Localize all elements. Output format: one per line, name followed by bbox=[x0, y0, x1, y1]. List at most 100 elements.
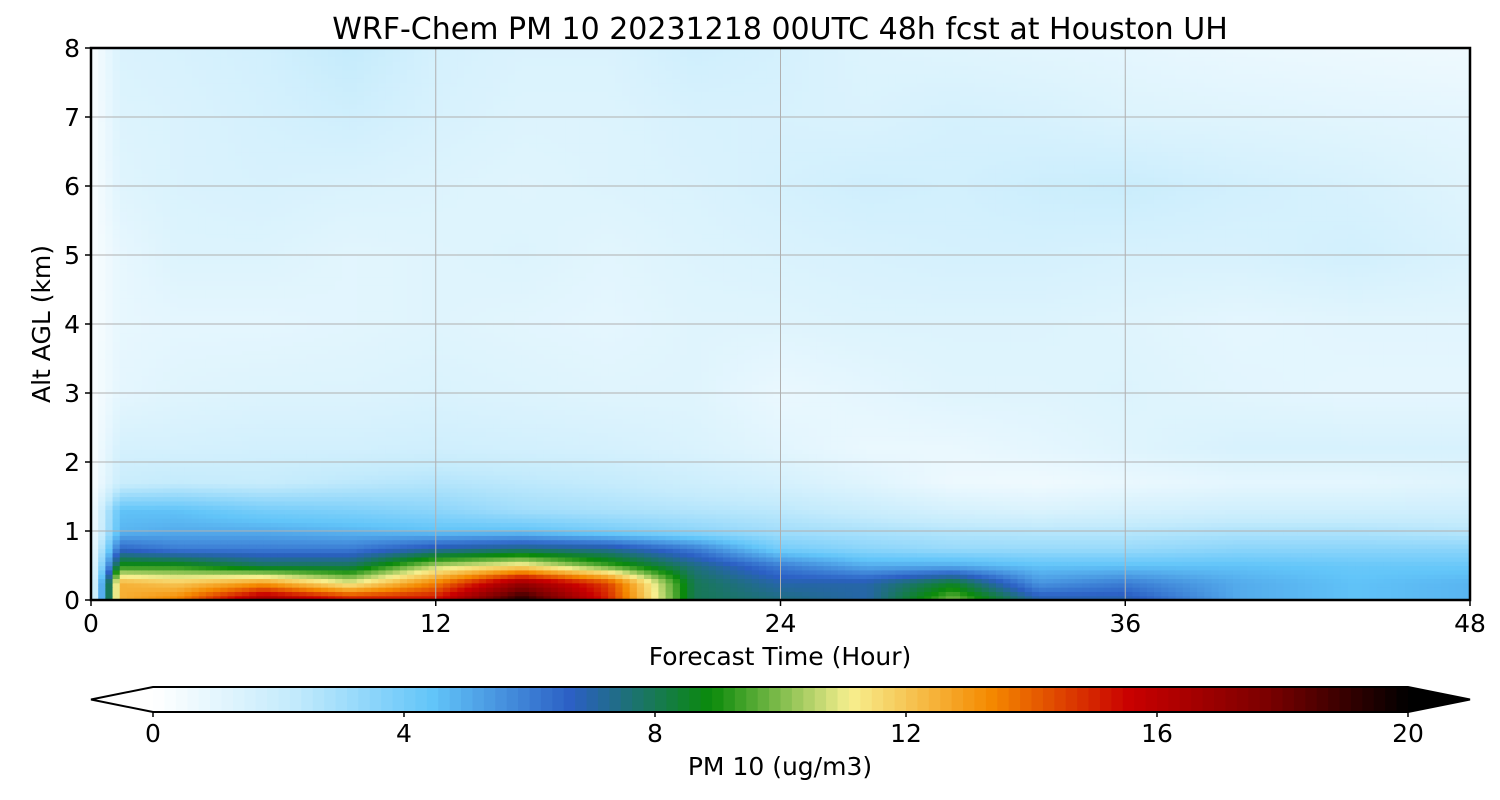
field-cell bbox=[1060, 556, 1069, 562]
field-cell bbox=[1326, 543, 1335, 549]
field-cell bbox=[134, 492, 142, 498]
field-cell bbox=[1247, 556, 1256, 562]
field-cell bbox=[1060, 569, 1069, 575]
field-cell bbox=[1254, 565, 1263, 571]
field-cell bbox=[249, 513, 257, 519]
field-cell bbox=[766, 526, 774, 532]
field-cell bbox=[414, 509, 422, 515]
field-cell bbox=[909, 522, 918, 528]
field-cell bbox=[536, 569, 545, 575]
field-cell bbox=[1010, 505, 1019, 511]
field-cell bbox=[105, 543, 114, 549]
field-cell bbox=[565, 496, 573, 502]
field-cell bbox=[442, 565, 451, 571]
field-cell bbox=[1204, 487, 1213, 493]
field-cell bbox=[399, 513, 408, 519]
field-cell bbox=[1132, 574, 1141, 580]
field-cell bbox=[1268, 578, 1277, 584]
field-cell bbox=[1089, 574, 1098, 580]
field-cell bbox=[701, 565, 710, 571]
field-cell bbox=[924, 574, 932, 580]
field-cell bbox=[579, 509, 588, 515]
field-cell bbox=[658, 591, 667, 597]
field-cell bbox=[112, 543, 121, 549]
field-cell bbox=[1419, 509, 1428, 515]
field-cell bbox=[227, 492, 236, 498]
field-cell bbox=[414, 565, 422, 571]
field-cell bbox=[356, 539, 365, 545]
field-cell bbox=[356, 518, 365, 523]
field-cell bbox=[830, 548, 839, 554]
field-cell bbox=[780, 531, 789, 536]
field-cell bbox=[988, 591, 997, 597]
field-cell bbox=[1333, 518, 1342, 523]
field-cell bbox=[1347, 543, 1356, 549]
field-cell bbox=[730, 500, 738, 506]
field-cell bbox=[823, 552, 832, 558]
field-cell bbox=[112, 513, 121, 519]
field-cell bbox=[837, 513, 846, 519]
field-cell bbox=[766, 535, 774, 541]
field-cell bbox=[1211, 582, 1220, 588]
field-cell bbox=[91, 582, 99, 588]
field-cell bbox=[1297, 569, 1306, 575]
field-cell bbox=[593, 582, 602, 588]
field-cell bbox=[155, 513, 164, 519]
field-cell bbox=[435, 552, 444, 558]
field-cell bbox=[758, 509, 767, 515]
field-cell bbox=[866, 496, 875, 502]
field-cell bbox=[1383, 556, 1392, 562]
field-cell bbox=[284, 496, 293, 502]
field-cell bbox=[378, 543, 387, 549]
field-cell bbox=[737, 574, 746, 580]
field-cell bbox=[1383, 496, 1392, 502]
field-cell bbox=[550, 552, 559, 558]
field-cell bbox=[608, 513, 616, 519]
field-cell bbox=[1276, 496, 1284, 502]
field-cell bbox=[1398, 513, 1406, 519]
field-cell bbox=[967, 505, 976, 511]
field-cell bbox=[608, 569, 616, 575]
field-cell bbox=[1168, 535, 1177, 541]
field-cell bbox=[105, 548, 114, 554]
field-cell bbox=[349, 569, 358, 575]
field-cell bbox=[227, 518, 236, 523]
field-cell bbox=[249, 595, 257, 601]
field-cell bbox=[270, 595, 279, 601]
field-cell bbox=[873, 582, 882, 588]
field-cell bbox=[1398, 509, 1406, 515]
field-cell bbox=[924, 500, 932, 506]
field-cell bbox=[830, 500, 839, 506]
field-cell bbox=[823, 487, 832, 493]
field-cell bbox=[629, 587, 638, 592]
field-cell bbox=[1362, 578, 1371, 584]
field-cell bbox=[1412, 496, 1421, 502]
field-cell bbox=[486, 543, 494, 549]
field-cell bbox=[249, 487, 257, 493]
field-cell bbox=[241, 500, 250, 506]
field-cell bbox=[428, 500, 437, 506]
field-cell bbox=[1455, 535, 1464, 541]
field-cell bbox=[1383, 518, 1392, 523]
field-cell bbox=[378, 561, 387, 567]
field-cell bbox=[751, 595, 760, 601]
field-cell bbox=[1017, 582, 1026, 588]
field-cell bbox=[1182, 496, 1191, 502]
field-cell bbox=[514, 539, 523, 545]
field-cell bbox=[1369, 587, 1378, 592]
field-cell bbox=[1153, 500, 1162, 506]
field-cell bbox=[378, 509, 387, 515]
field-cell bbox=[1024, 587, 1033, 592]
field-cell bbox=[636, 505, 645, 511]
field-cell bbox=[794, 487, 803, 493]
field-cell bbox=[1254, 496, 1263, 502]
field-cell bbox=[1240, 539, 1248, 545]
field-cell bbox=[1419, 535, 1428, 541]
field-cell bbox=[385, 591, 394, 597]
field-cell bbox=[1039, 526, 1047, 532]
field-cell bbox=[1053, 587, 1062, 592]
field-cell bbox=[91, 543, 99, 549]
field-cell bbox=[1089, 492, 1098, 498]
field-cell bbox=[1347, 569, 1356, 575]
field-cell bbox=[521, 543, 530, 549]
